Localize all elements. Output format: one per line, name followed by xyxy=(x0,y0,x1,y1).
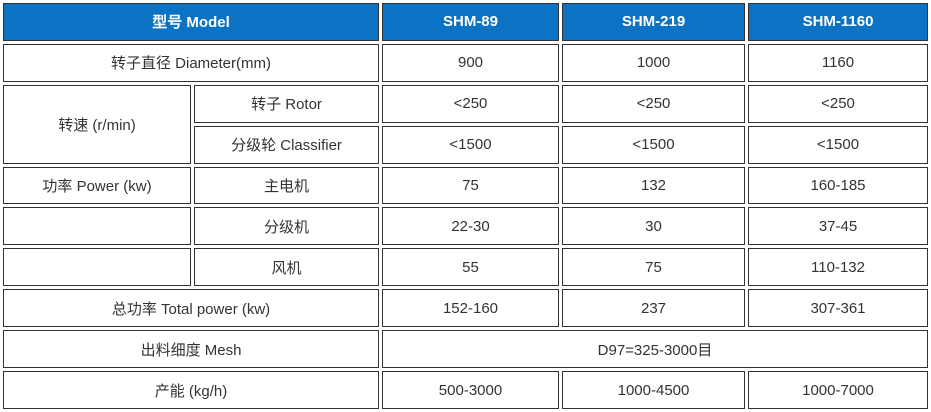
total-power-value-shm-219: 237 xyxy=(562,289,745,328)
power-classifier-motor-value-shm-89: 22-30 xyxy=(382,207,559,246)
capacity-value-shm-89: 500-3000 xyxy=(382,371,559,409)
header-cell-shm-219: SHM-219 xyxy=(562,3,745,41)
speed-rotor-label: 转子 Rotor xyxy=(194,84,379,123)
power-group-empty-cell-1 xyxy=(3,207,191,246)
power-main-motor-value-shm-89: 75 xyxy=(382,166,559,205)
power-fan-value-shm-219: 75 xyxy=(562,248,745,287)
header-cell-shm-1160: SHM-1160 xyxy=(748,3,928,41)
speed-rotor-value-shm-1160: <250 xyxy=(748,84,928,123)
speed-classifier-label: 分级轮 Classifier xyxy=(194,125,379,164)
power-main-motor-label: 主电机 xyxy=(194,166,379,205)
mesh-label: 出料细度 Mesh xyxy=(3,330,379,369)
power-group-empty-cell-2 xyxy=(3,248,191,287)
speed-classifier-value-shm-1160: <1500 xyxy=(748,125,928,164)
diameter-label: 转子直径 Diameter(mm) xyxy=(3,43,379,82)
header-cell-shm-89: SHM-89 xyxy=(382,3,559,41)
power-fan-label: 风机 xyxy=(194,248,379,287)
speed-group-label: 转速 (r/min) xyxy=(3,84,191,164)
header-cell-model: 型号 Model xyxy=(3,3,379,41)
diameter-value-shm-1160: 1160 xyxy=(748,43,928,82)
diameter-value-shm-219: 1000 xyxy=(562,43,745,82)
power-classifier-motor-value-shm-219: 30 xyxy=(562,207,745,246)
row-power-main-motor: 功率 Power (kw) 主电机 75 132 160-185 xyxy=(3,166,928,205)
row-power-fan: 风机 55 75 110-132 xyxy=(3,248,928,287)
capacity-value-shm-1160: 1000-7000 xyxy=(748,371,928,409)
power-fan-value-shm-1160: 110-132 xyxy=(748,248,928,287)
speed-rotor-value-shm-89: <250 xyxy=(382,84,559,123)
mesh-value: D97=325-3000目 xyxy=(382,330,928,369)
speed-classifier-value-shm-89: <1500 xyxy=(382,125,559,164)
diameter-value-shm-89: 900 xyxy=(382,43,559,82)
total-power-label: 总功率 Total power (kw) xyxy=(3,289,379,328)
row-power-classifier-motor: 分级机 22-30 30 37-45 xyxy=(3,207,928,246)
header-row: 型号 Model SHM-89 SHM-219 SHM-1160 xyxy=(3,3,928,41)
row-total-power: 总功率 Total power (kw) 152-160 237 307-361 xyxy=(3,289,928,328)
power-main-motor-value-shm-1160: 160-185 xyxy=(748,166,928,205)
power-main-motor-value-shm-219: 132 xyxy=(562,166,745,205)
row-mesh: 出料细度 Mesh D97=325-3000目 xyxy=(3,330,928,369)
speed-classifier-value-shm-219: <1500 xyxy=(562,125,745,164)
capacity-label: 产能 (kg/h) xyxy=(3,371,379,409)
power-classifier-motor-value-shm-1160: 37-45 xyxy=(748,207,928,246)
capacity-value-shm-219: 1000-4500 xyxy=(562,371,745,409)
power-fan-value-shm-89: 55 xyxy=(382,248,559,287)
speed-rotor-value-shm-219: <250 xyxy=(562,84,745,123)
power-classifier-motor-label: 分级机 xyxy=(194,207,379,246)
row-diameter: 转子直径 Diameter(mm) 900 1000 1160 xyxy=(3,43,928,82)
total-power-value-shm-89: 152-160 xyxy=(382,289,559,328)
row-speed-rotor: 转速 (r/min) 转子 Rotor <250 <250 <250 xyxy=(3,84,928,164)
power-group-label: 功率 Power (kw) xyxy=(3,166,191,205)
total-power-value-shm-1160: 307-361 xyxy=(748,289,928,328)
row-capacity: 产能 (kg/h) 500-3000 1000-4500 1000-7000 xyxy=(3,371,928,409)
row-speed-classifier: 分级轮 Classifier <1500 <1500 <1500 xyxy=(3,125,928,164)
